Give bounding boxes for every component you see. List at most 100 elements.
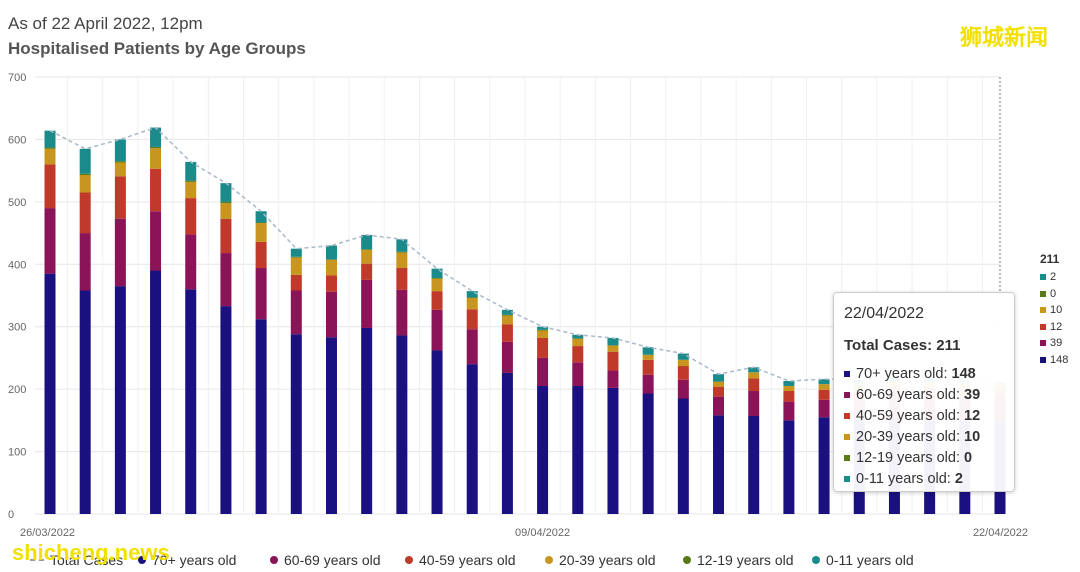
tooltip-row-label: 40-59 years old: <box>856 408 965 424</box>
bar-segment <box>783 420 795 514</box>
tooltip-marker <box>844 371 850 378</box>
bar-segment <box>150 270 162 514</box>
y-tick-label: 500 <box>8 197 26 209</box>
bar-segment <box>44 208 56 274</box>
bar-segment <box>607 387 619 514</box>
bar-segment <box>713 415 725 514</box>
bar-segment <box>44 164 56 209</box>
bar-segment <box>677 359 689 367</box>
bar-segment <box>677 366 689 380</box>
side-value-text: 2 <box>1050 271 1057 284</box>
bar-segment <box>396 289 408 336</box>
bar-segment <box>185 198 197 235</box>
bar-segment <box>537 357 549 387</box>
y-tick-label: 400 <box>8 259 26 271</box>
y-tick-label: 300 <box>8 322 26 334</box>
tooltip-row: 0-11 years old: 2 <box>844 471 963 487</box>
bar-segment <box>501 372 513 514</box>
side-total: 211 <box>1040 252 1060 266</box>
bar-segment <box>114 218 126 287</box>
bar-segment <box>361 327 373 514</box>
side-value-row: 12 <box>1040 319 1068 336</box>
bar-segment <box>501 314 513 316</box>
bar-segment <box>607 345 619 352</box>
legend-item[interactable]: 12-19 years old <box>683 552 794 568</box>
bar-segment <box>361 249 373 264</box>
y-axis: 0 100 200 300 400 500 600 700 <box>8 72 26 521</box>
bar-segment <box>642 354 654 360</box>
legend-item[interactable]: 20-39 years old <box>545 552 656 568</box>
bar-segment <box>537 326 549 330</box>
bar-segment <box>572 334 584 339</box>
legend-label: 0-11 years old <box>826 552 914 568</box>
side-value-marker <box>1040 340 1046 347</box>
tooltip-row: 12-19 years old: 0 <box>844 450 972 466</box>
bar-segment <box>150 168 162 212</box>
bar-segment <box>114 286 126 514</box>
bar-segment <box>79 175 91 193</box>
side-value-marker <box>1040 274 1046 281</box>
bar-segment <box>607 351 619 371</box>
bar-segment <box>396 239 408 252</box>
side-values-panel: 211 2 0 10 12 39 148 <box>1040 252 1068 368</box>
bar-segment <box>325 275 337 292</box>
y-tick-label: 100 <box>8 447 26 459</box>
bar-segment <box>396 335 408 514</box>
bar-segment <box>114 176 126 219</box>
bar-segment <box>220 201 232 204</box>
as-of-date: As of 22 April 2022, 12pm <box>8 14 203 33</box>
bar-segment <box>396 268 408 290</box>
bar-segment <box>255 319 267 514</box>
legend-swatch <box>405 556 413 564</box>
tooltip-row-label: 20-39 years old: <box>856 429 965 445</box>
tooltip-marker <box>844 476 850 483</box>
bar-segment <box>713 374 725 382</box>
bar-segment <box>79 192 91 234</box>
tooltip-row: 40-59 years old: 12 <box>844 408 980 424</box>
chart-title: Hospitalised Patients by Age Groups <box>8 39 306 58</box>
legend-item[interactable]: 60-69 years old <box>270 552 381 568</box>
bar-segment <box>501 324 513 342</box>
tooltip-row-value: 0 <box>964 450 973 466</box>
bar-segment <box>396 252 408 269</box>
tooltip-total: Total Cases: 211 <box>844 337 960 354</box>
bar-segment <box>642 347 654 355</box>
bars <box>44 127 1006 514</box>
bar-segment <box>537 329 549 331</box>
tooltip-row-label: 0-11 years old: <box>856 471 955 487</box>
bar-segment <box>572 346 584 363</box>
bar-segment <box>44 147 56 149</box>
legend-item[interactable]: 70+ years old <box>138 552 236 568</box>
bar-segment <box>361 279 373 328</box>
bar-segment <box>431 268 443 279</box>
watermark-top: 狮城新闻 <box>960 25 1049 50</box>
bar-segment <box>361 234 373 250</box>
bar-segment <box>150 146 162 149</box>
y-tick-label: 200 <box>8 384 26 396</box>
bar-segment <box>537 330 549 338</box>
tooltip-row-label: 60-69 years old: <box>856 387 965 403</box>
bar-segment <box>677 379 689 399</box>
tooltip-marker <box>844 413 850 420</box>
legend-item[interactable]: 40-59 years old <box>405 552 516 568</box>
bar-segment <box>642 374 654 394</box>
bar-segment <box>290 257 302 275</box>
legend-item[interactable]: 0-11 years old <box>812 552 914 568</box>
y-tick-label: 700 <box>8 72 26 84</box>
bar-segment <box>220 253 232 307</box>
legend-label: 70+ years old <box>152 552 237 568</box>
tooltip-marker <box>844 392 850 399</box>
tooltip-row-label: 12-19 years old: <box>856 450 965 466</box>
bar-segment <box>220 218 232 254</box>
bar-segment <box>748 378 760 392</box>
legend-item[interactable]: Total Cases <box>30 552 123 568</box>
legend-swatch <box>683 556 691 564</box>
legend: Total Cases 70+ years old 60-69 years old 4… <box>0 548 1080 572</box>
bar-segment <box>290 256 302 258</box>
legend-label: Total Cases <box>50 552 124 568</box>
x-tick-label: 09/04/2022 <box>515 527 570 539</box>
legend-label: 20-39 years old <box>559 552 656 568</box>
bar-segment <box>79 173 91 176</box>
tooltip-row-label: 70+ years old: <box>856 366 952 382</box>
